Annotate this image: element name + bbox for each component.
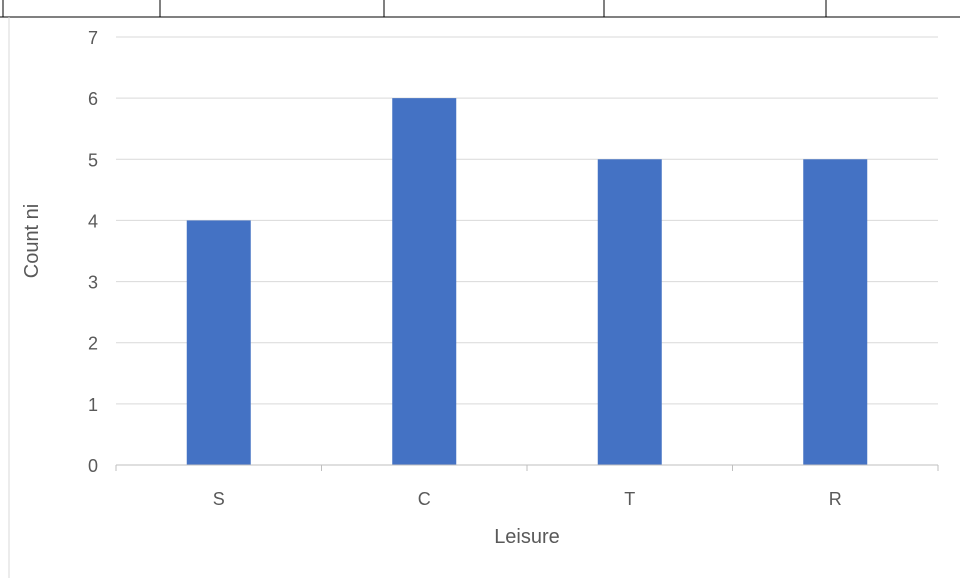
y-axis-label: Count ni bbox=[21, 204, 43, 279]
x-tick-label: R bbox=[829, 489, 842, 509]
y-tick-label: 0 bbox=[88, 456, 98, 476]
bar-t bbox=[597, 159, 662, 466]
x-tick-label: T bbox=[624, 489, 635, 509]
x-tick-label: S bbox=[213, 489, 225, 509]
x-tick-label: C bbox=[418, 489, 431, 509]
x-axis-label: Leisure bbox=[494, 526, 560, 548]
y-tick-label: 2 bbox=[88, 334, 98, 354]
y-tick-label: 5 bbox=[88, 150, 98, 170]
y-tick-label: 7 bbox=[88, 28, 98, 48]
y-tick-label: 1 bbox=[88, 395, 98, 415]
y-axis-ticks: 0 1 2 3 4 5 6 7 bbox=[88, 28, 98, 476]
y-tick-label: 3 bbox=[88, 273, 98, 293]
y-tick-label: 4 bbox=[88, 211, 98, 231]
bar-c bbox=[392, 98, 457, 466]
x-axis bbox=[115, 464, 939, 471]
y-tick-label: 6 bbox=[88, 89, 98, 109]
bars bbox=[186, 98, 868, 466]
gridlines bbox=[116, 36, 938, 405]
bar-s bbox=[186, 220, 251, 465]
bar-r bbox=[803, 159, 868, 466]
